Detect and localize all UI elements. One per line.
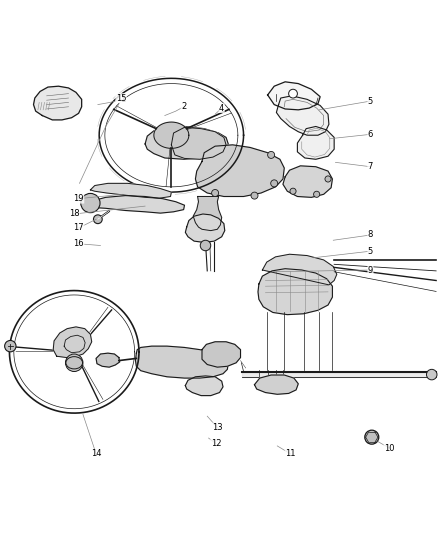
Polygon shape bbox=[297, 126, 333, 159]
Circle shape bbox=[364, 430, 378, 444]
Text: 13: 13 bbox=[212, 423, 222, 432]
Text: 12: 12 bbox=[210, 439, 221, 448]
Text: 2: 2 bbox=[180, 102, 186, 111]
Circle shape bbox=[211, 189, 218, 197]
Text: 15: 15 bbox=[116, 93, 126, 102]
Text: 7: 7 bbox=[367, 162, 372, 171]
Circle shape bbox=[251, 192, 258, 199]
Polygon shape bbox=[201, 342, 240, 367]
Circle shape bbox=[313, 191, 319, 197]
Text: 16: 16 bbox=[73, 239, 84, 248]
Text: 14: 14 bbox=[91, 449, 101, 458]
Text: 19: 19 bbox=[73, 194, 84, 203]
Text: 9: 9 bbox=[367, 265, 372, 274]
Text: 8: 8 bbox=[367, 230, 372, 239]
Ellipse shape bbox=[66, 357, 82, 369]
Polygon shape bbox=[60, 332, 88, 355]
Circle shape bbox=[93, 215, 102, 224]
Circle shape bbox=[81, 193, 100, 213]
Polygon shape bbox=[185, 214, 224, 243]
Text: 18: 18 bbox=[69, 209, 79, 219]
Polygon shape bbox=[145, 126, 228, 159]
Circle shape bbox=[426, 369, 436, 380]
Polygon shape bbox=[33, 86, 81, 120]
Circle shape bbox=[65, 354, 83, 372]
Text: 4: 4 bbox=[219, 103, 224, 112]
Polygon shape bbox=[53, 327, 92, 358]
Polygon shape bbox=[254, 375, 297, 394]
Polygon shape bbox=[185, 376, 223, 395]
Polygon shape bbox=[96, 353, 120, 367]
Circle shape bbox=[267, 151, 274, 158]
Text: 10: 10 bbox=[383, 443, 394, 453]
Polygon shape bbox=[153, 122, 188, 148]
Text: 17: 17 bbox=[73, 223, 84, 232]
Text: 11: 11 bbox=[285, 449, 295, 458]
Circle shape bbox=[270, 180, 277, 187]
Polygon shape bbox=[193, 197, 221, 231]
Text: 5: 5 bbox=[367, 247, 372, 256]
Polygon shape bbox=[195, 145, 284, 197]
Polygon shape bbox=[90, 183, 171, 198]
Polygon shape bbox=[283, 166, 332, 197]
Circle shape bbox=[5, 341, 16, 352]
Polygon shape bbox=[64, 335, 85, 353]
Text: 5: 5 bbox=[367, 96, 372, 106]
Circle shape bbox=[288, 89, 297, 98]
Polygon shape bbox=[88, 196, 184, 213]
Polygon shape bbox=[267, 82, 319, 110]
Text: 6: 6 bbox=[367, 130, 372, 139]
Text: 1: 1 bbox=[120, 95, 125, 104]
Polygon shape bbox=[258, 269, 332, 314]
Polygon shape bbox=[135, 346, 228, 378]
Polygon shape bbox=[262, 254, 336, 285]
Circle shape bbox=[324, 176, 330, 182]
Polygon shape bbox=[276, 96, 328, 135]
Polygon shape bbox=[171, 127, 226, 159]
Circle shape bbox=[289, 188, 295, 195]
Circle shape bbox=[200, 240, 210, 251]
